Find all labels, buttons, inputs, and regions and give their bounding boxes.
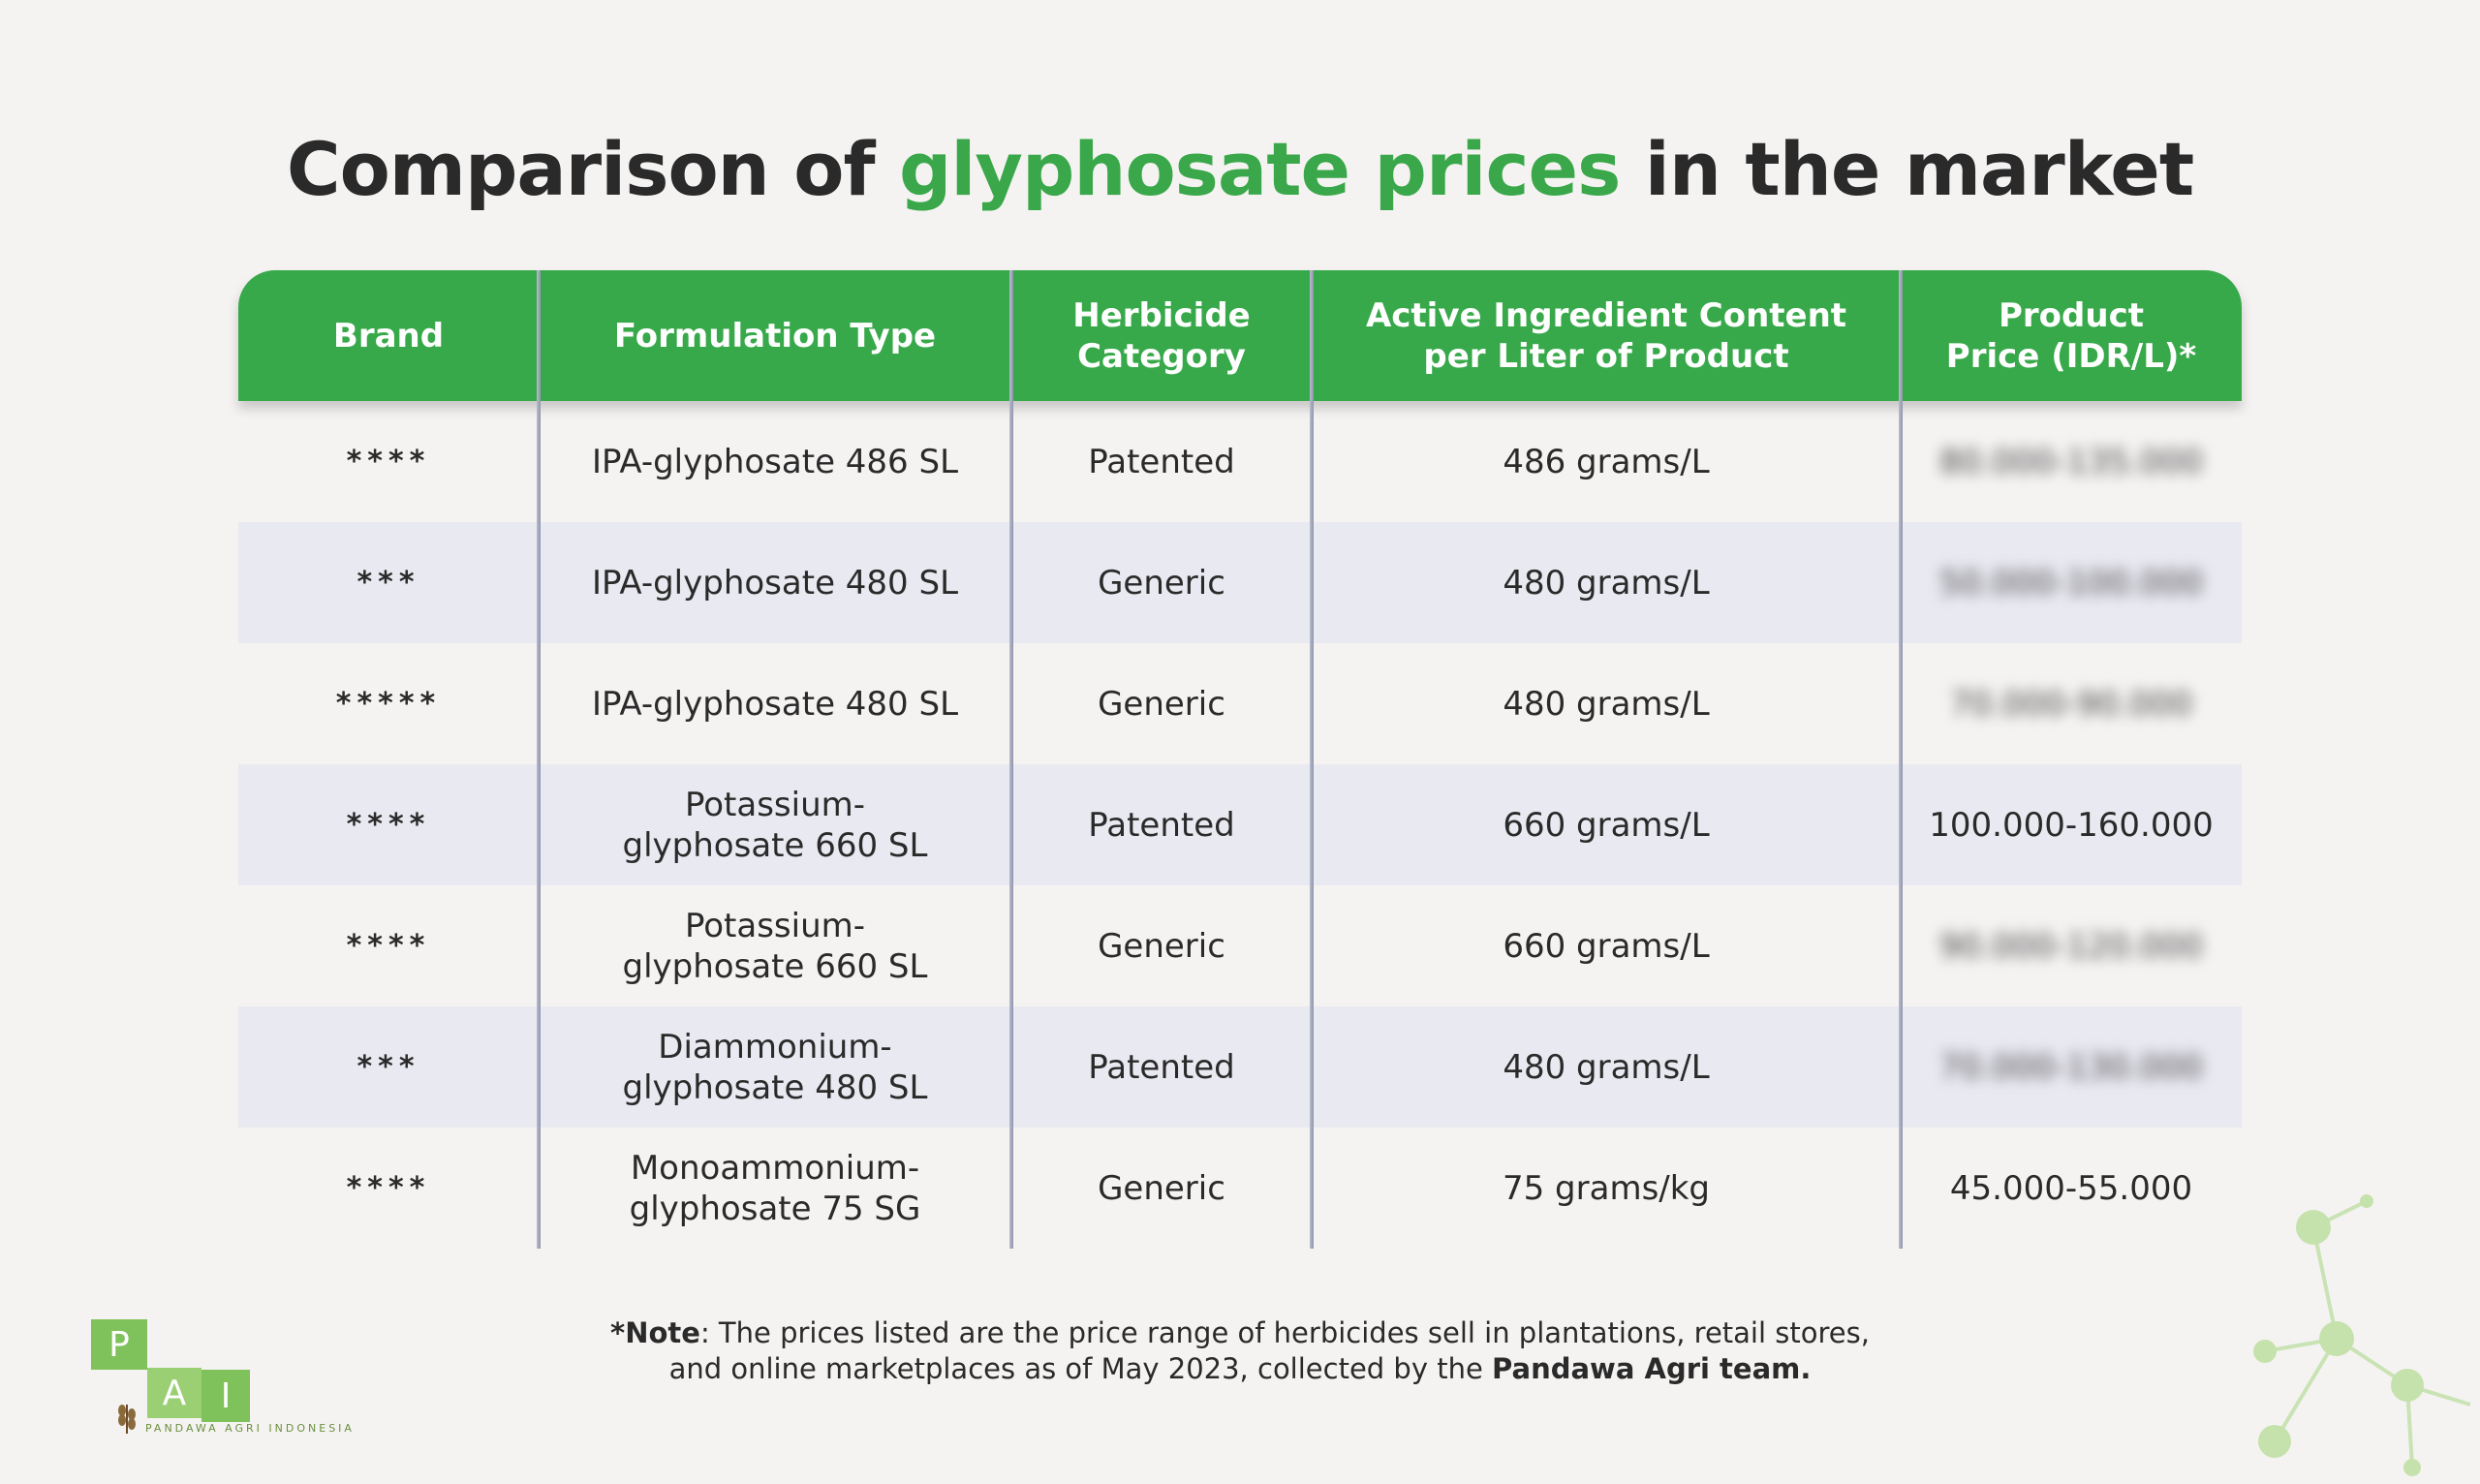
cell-category: Patented (1088, 442, 1235, 481)
cell-formulation: IPA-glyphosate 486 SL (591, 442, 959, 481)
cell-brand: *** (356, 565, 420, 600)
price-comparison-table: Brand Formulation Type Herbicide Category A… (238, 270, 2242, 1249)
cell-price: 70.000-90.000 (1949, 684, 2193, 724)
note-text-1: : The prices listed are the price range … (699, 1316, 1870, 1349)
title-highlight: glyphosate prices (898, 126, 1621, 212)
cell-formulation: Potassium- glyphosate 660 SL (622, 906, 928, 986)
cell-category: Patented (1088, 1047, 1235, 1087)
table-body: **** IPA-glyphosate 486 SL Patented 486 gra… (238, 401, 2242, 1249)
cell-formulation: IPA-glyphosate 480 SL (591, 563, 959, 603)
price-note: *Note: The prices listed are the price r… (0, 1315, 2480, 1387)
cell-price: 90.000-120.000 (1939, 926, 2203, 966)
cell-brand: *** (356, 1049, 420, 1084)
cell-category: Generic (1098, 926, 1225, 966)
cell-content: 660 grams/L (1503, 926, 1710, 966)
cell-category: Generic (1098, 1168, 1225, 1208)
header-brand: Brand (332, 316, 445, 356)
header-price: Product Price (IDR/L)* (1945, 295, 2197, 376)
column-divider (1310, 270, 1314, 1249)
header-category: Herbicide Category (1072, 295, 1251, 376)
note-line-2: and online marketplaces as of May 2023, … (0, 1351, 2480, 1387)
cell-price: 80.000-135.000 (1939, 442, 2203, 481)
cell-formulation: IPA-glyphosate 480 SL (591, 684, 959, 724)
note-line-1: *Note: The prices listed are the price r… (0, 1315, 2480, 1351)
table-row: **** Potassium- glyphosate 660 SL Patented… (238, 764, 2242, 885)
table-row: ***** IPA-glyphosate 480 SL Generic 480 gra… (238, 643, 2242, 764)
title-part1: Comparison of (286, 126, 899, 212)
header-formulation: Formulation Type (613, 316, 937, 356)
note-text-2: and online marketplaces as of May 2023, … (668, 1352, 1493, 1385)
cell-price: 50.000-100.000 (1939, 563, 2203, 603)
column-divider (537, 270, 541, 1249)
cell-brand: **** (346, 928, 431, 963)
molecule-icon (2253, 1194, 2471, 1476)
table-row: **** IPA-glyphosate 486 SL Patented 486 gra… (238, 401, 2242, 522)
note-label: *Note (610, 1316, 700, 1349)
cell-brand: **** (346, 1170, 431, 1205)
column-divider (1899, 270, 1903, 1249)
header-content: Active Ingredient Content per Liter of P… (1365, 295, 1847, 376)
cell-content: 480 grams/L (1503, 563, 1710, 603)
cell-formulation: Diammonium- glyphosate 480 SL (622, 1027, 928, 1107)
cell-brand: **** (346, 807, 431, 842)
note-team: Pandawa Agri team. (1492, 1352, 1812, 1385)
cell-category: Generic (1098, 563, 1225, 603)
title-part2: in the market (1620, 126, 2194, 212)
cell-brand: **** (346, 444, 431, 479)
cell-price: 100.000-160.000 (1929, 805, 2214, 845)
cell-formulation: Monoammonium- glyphosate 75 SG (629, 1148, 921, 1228)
cell-formulation: Potassium- glyphosate 660 SL (622, 785, 928, 865)
company-logo: P A I PANDAWA AGRI INDONESIA (91, 1319, 362, 1436)
table-row: **** Potassium- glyphosate 660 SL Generic 6… (238, 885, 2242, 1006)
wheat-icon (118, 1405, 136, 1434)
cell-price: 45.000-55.000 (1949, 1168, 2193, 1208)
table-header: Brand Formulation Type Herbicide Category A… (238, 270, 2242, 401)
logo-tagline: PANDAWA AGRI INDONESIA (145, 1422, 355, 1435)
table-row: **** Monoammonium- glyphosate 75 SG Generi… (238, 1128, 2242, 1249)
column-divider (1009, 270, 1013, 1249)
cell-content: 486 grams/L (1503, 442, 1710, 481)
logo-letter-p: P (91, 1319, 147, 1370)
cell-content: 75 grams/kg (1502, 1168, 1711, 1208)
cell-content: 660 grams/L (1503, 805, 1710, 845)
logo-letter-a: A (147, 1368, 202, 1418)
logo-letter-i: I (202, 1370, 250, 1422)
table-row: *** IPA-glyphosate 480 SL Generic 480 grams… (238, 522, 2242, 643)
cell-price: 70.000-130.000 (1939, 1047, 2203, 1087)
cell-category: Patented (1088, 805, 1235, 845)
cell-content: 480 grams/L (1503, 1047, 1710, 1087)
table-row: *** Diammonium- glyphosate 480 SL Patented… (238, 1006, 2242, 1128)
cell-category: Generic (1098, 684, 1225, 724)
page-title: Comparison of glyphosate prices in the m… (0, 126, 2480, 212)
cell-content: 480 grams/L (1503, 684, 1710, 724)
cell-brand: ***** (335, 686, 442, 721)
